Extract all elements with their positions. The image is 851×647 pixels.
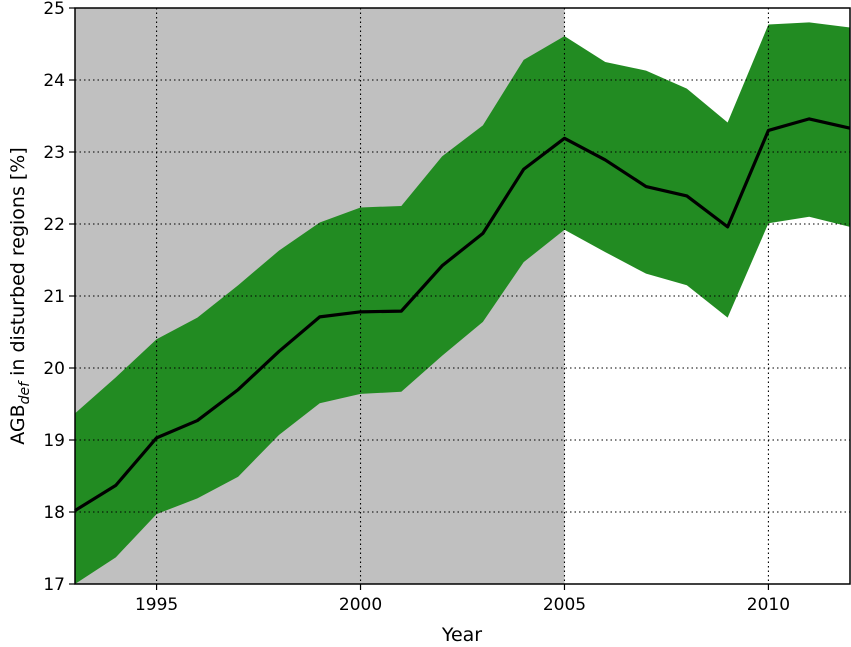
y-axis-label-subscript: def xyxy=(17,380,33,405)
y-tick-label: 22 xyxy=(43,215,65,235)
y-axis-label: AGBdef in disturbed regions [%] xyxy=(7,147,33,445)
x-tick-label: 1995 xyxy=(135,595,178,615)
y-tick-label: 21 xyxy=(43,287,65,307)
y-tick-label: 23 xyxy=(43,143,65,163)
x-axis-label: Year xyxy=(441,624,482,646)
x-tick-label: 2010 xyxy=(747,595,790,615)
uncertainty-band xyxy=(75,22,850,584)
y-tick-label: 17 xyxy=(43,575,65,595)
x-tick-label: 2000 xyxy=(339,595,382,615)
series-line-mean xyxy=(74,117,851,512)
y-tick-label: 25 xyxy=(43,0,65,19)
y-axis-label-main: AGB xyxy=(7,404,29,444)
y-tick-label: 18 xyxy=(43,503,65,523)
x-tick-label: 2005 xyxy=(543,595,586,615)
y-tick-label: 20 xyxy=(43,359,65,379)
y-tick-label: 19 xyxy=(43,431,65,451)
y-axis-label-rest: in disturbed regions [%] xyxy=(7,147,29,382)
y-tick-label: 24 xyxy=(43,71,65,91)
